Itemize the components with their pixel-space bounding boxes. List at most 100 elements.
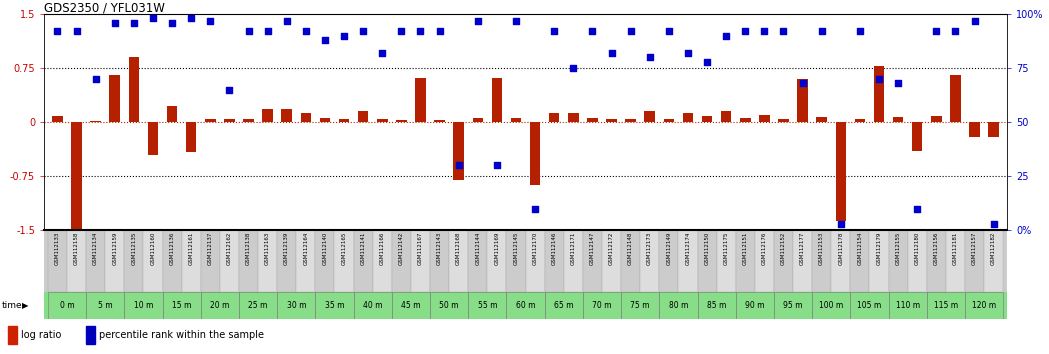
Bar — [277, 292, 316, 319]
Text: 120 m: 120 m — [972, 301, 997, 310]
Text: GSM112178: GSM112178 — [838, 232, 843, 266]
Point — [985, 221, 1002, 227]
Point — [489, 162, 506, 168]
Text: 30 m: 30 m — [286, 301, 306, 310]
Bar — [544, 230, 563, 292]
Point — [527, 206, 543, 211]
Bar — [71, 122, 82, 230]
Point — [947, 29, 964, 34]
Text: 90 m: 90 m — [745, 301, 765, 310]
Text: GSM112140: GSM112140 — [322, 232, 327, 266]
Text: GSM112157: GSM112157 — [972, 232, 977, 266]
Bar — [602, 230, 621, 292]
Text: GSM112169: GSM112169 — [494, 232, 499, 266]
Bar — [530, 122, 540, 185]
Point — [775, 29, 792, 34]
Bar — [816, 117, 827, 122]
Text: 70 m: 70 m — [593, 301, 612, 310]
Bar — [258, 230, 277, 292]
Bar — [200, 230, 220, 292]
Point — [336, 33, 352, 39]
Bar — [812, 230, 831, 292]
Bar — [759, 115, 770, 122]
Point — [469, 18, 486, 23]
Bar — [468, 230, 488, 292]
Text: GSM112168: GSM112168 — [456, 232, 462, 266]
Bar — [320, 118, 330, 122]
Bar — [48, 230, 67, 292]
Bar — [664, 119, 675, 122]
Bar — [855, 119, 865, 122]
Bar — [870, 230, 889, 292]
Bar — [358, 110, 368, 122]
Bar — [778, 119, 789, 122]
Point — [221, 87, 238, 92]
Bar — [563, 230, 583, 292]
Bar — [702, 116, 712, 122]
Text: GSM112182: GSM112182 — [991, 232, 997, 266]
Point — [278, 18, 295, 23]
Bar — [167, 106, 177, 122]
Bar — [950, 75, 961, 122]
Point — [813, 29, 830, 34]
Text: GSM112158: GSM112158 — [74, 232, 79, 266]
Text: GSM112150: GSM112150 — [705, 232, 709, 266]
Bar — [735, 230, 755, 292]
Point — [450, 162, 467, 168]
Point — [87, 76, 104, 82]
Point — [680, 50, 697, 56]
Bar — [606, 119, 617, 122]
Text: 100 m: 100 m — [819, 301, 843, 310]
Text: GSM112142: GSM112142 — [399, 232, 404, 266]
Text: GSM112171: GSM112171 — [571, 232, 576, 266]
Bar — [907, 230, 927, 292]
Bar — [912, 122, 922, 151]
Bar — [434, 120, 445, 122]
Bar — [774, 230, 793, 292]
Text: 85 m: 85 m — [707, 301, 726, 310]
Text: time: time — [2, 301, 23, 310]
Point — [49, 29, 66, 34]
Text: 75 m: 75 m — [630, 301, 650, 310]
Bar — [129, 57, 140, 122]
Point — [106, 20, 123, 25]
Bar — [625, 119, 636, 122]
Bar — [90, 121, 101, 122]
Point — [373, 50, 390, 56]
Text: 5 m: 5 m — [98, 301, 112, 310]
Bar — [721, 111, 731, 122]
Bar — [526, 230, 544, 292]
Bar — [965, 292, 1003, 319]
Bar — [377, 119, 387, 122]
Bar — [277, 230, 296, 292]
Text: GSM112177: GSM112177 — [800, 232, 805, 266]
Text: GSM112167: GSM112167 — [418, 232, 423, 266]
Text: GSM112143: GSM112143 — [437, 232, 442, 266]
Point — [890, 80, 906, 86]
Bar — [354, 292, 391, 319]
Bar — [927, 292, 965, 319]
Point — [833, 221, 850, 227]
Bar — [621, 230, 640, 292]
Bar — [511, 118, 521, 122]
Bar — [105, 230, 124, 292]
Text: GSM112176: GSM112176 — [762, 232, 767, 266]
Text: 25 m: 25 m — [249, 301, 267, 310]
Bar — [735, 292, 774, 319]
Text: GSM112162: GSM112162 — [227, 232, 232, 266]
Bar — [755, 230, 774, 292]
Bar — [874, 66, 884, 122]
Text: 45 m: 45 m — [401, 301, 421, 310]
Bar — [163, 292, 200, 319]
Bar — [549, 114, 559, 122]
Point — [545, 29, 562, 34]
Bar — [621, 292, 659, 319]
Bar — [583, 292, 621, 319]
Bar — [144, 230, 163, 292]
Bar — [449, 230, 468, 292]
Point — [966, 18, 983, 23]
Text: log ratio: log ratio — [21, 330, 62, 341]
Text: GSM112137: GSM112137 — [208, 232, 213, 266]
Text: GSM112174: GSM112174 — [685, 232, 690, 266]
Bar — [163, 230, 181, 292]
